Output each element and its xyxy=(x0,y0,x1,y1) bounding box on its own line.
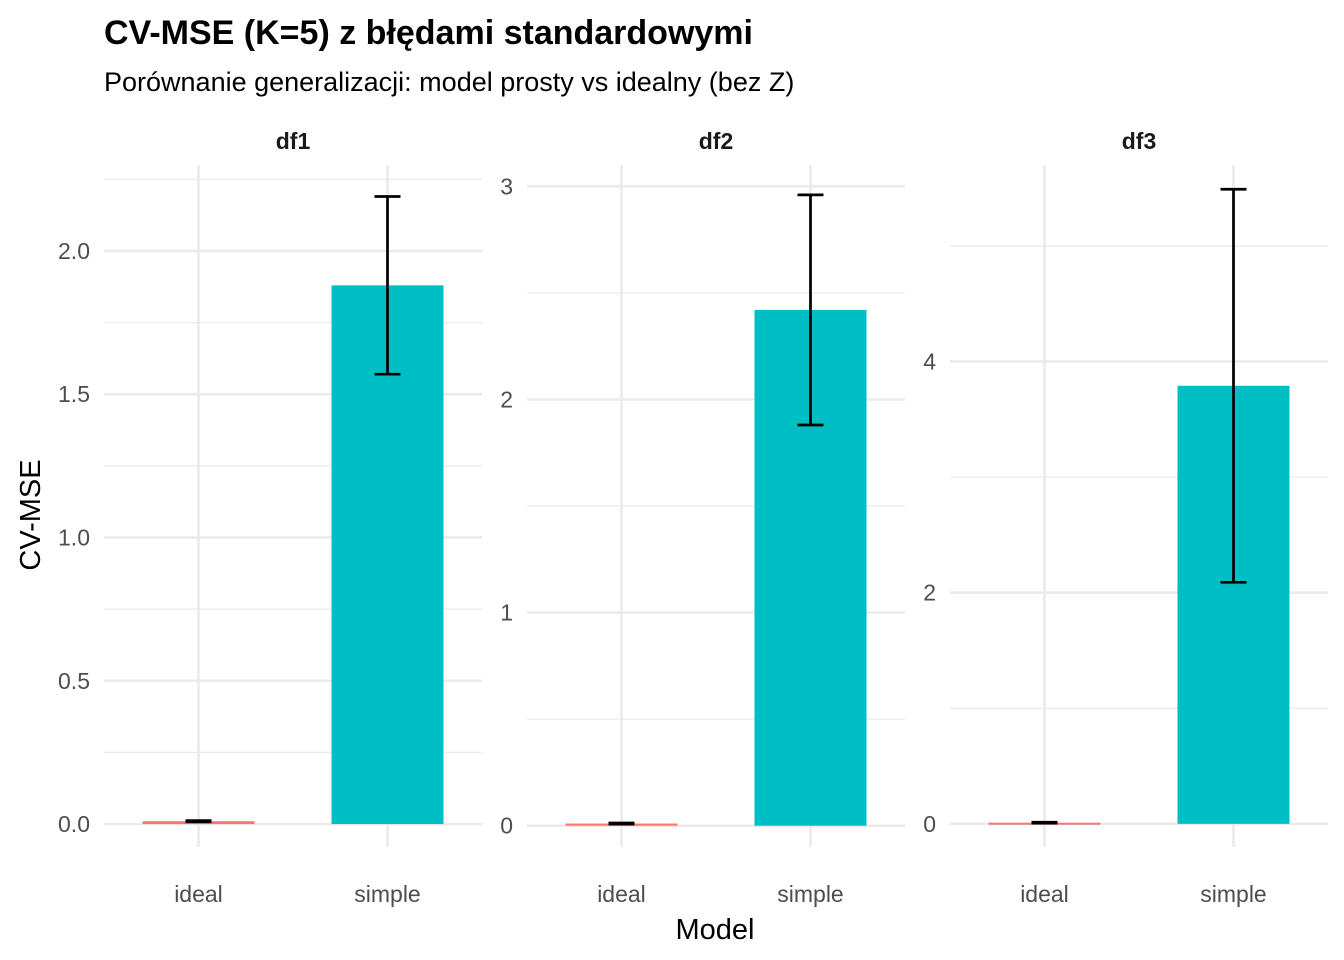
x-axis-title: Model xyxy=(676,914,755,946)
y-tick-label: 1.0 xyxy=(58,525,90,551)
facet-panel-df2: 0 1 2 3 ideal simple df2 xyxy=(500,128,905,907)
x-tick-label: ideal xyxy=(597,881,646,907)
facet-panel-df1: 0.0 0.5 1.0 1.5 2.0 ideal simple df1 xyxy=(58,128,482,907)
error-bar-ideal xyxy=(185,819,212,824)
y-tick-label: 2 xyxy=(923,580,936,606)
facet-panel-df3: 0 2 4 ideal simple df3 xyxy=(923,128,1328,907)
facet-strip-label: df2 xyxy=(699,128,734,154)
y-tick-label: 1 xyxy=(500,600,513,626)
y-tick-label: 2.0 xyxy=(58,238,90,264)
error-bar-ideal xyxy=(608,821,635,826)
y-tick-label: 0.5 xyxy=(58,668,90,694)
facet-strip-label: df1 xyxy=(276,128,311,154)
facet-panels: 0.0 0.5 1.0 1.5 2.0 ideal simple df1 0 1 2 3 ideal si… xyxy=(58,128,1328,907)
facet-strip-label: df3 xyxy=(1122,128,1157,154)
x-tick-label: ideal xyxy=(1020,881,1069,907)
y-tick-label: 3 xyxy=(500,173,513,199)
chart-subtitle: Porównanie generalizacji: model prosty v… xyxy=(104,67,794,97)
y-tick-label: 0 xyxy=(500,813,513,839)
error-bar-simple xyxy=(374,195,401,376)
y-tick-label: 0.0 xyxy=(58,811,90,837)
error-bar-ideal xyxy=(1031,820,1058,825)
x-tick-label: simple xyxy=(777,881,843,907)
x-tick-label: simple xyxy=(354,881,420,907)
error-bar-simple xyxy=(1220,187,1247,584)
error-bar-simple xyxy=(797,193,824,427)
y-tick-label: 0 xyxy=(923,811,936,837)
chart-title: CV-MSE (K=5) z błędami standardowymi xyxy=(104,14,753,52)
y-tick-label: 1.5 xyxy=(58,381,90,407)
y-axis-title: CV-MSE xyxy=(15,459,47,570)
y-tick-label: 2 xyxy=(500,386,513,412)
x-tick-label: simple xyxy=(1200,881,1266,907)
x-tick-label: ideal xyxy=(174,881,223,907)
y-tick-label: 4 xyxy=(923,349,936,375)
